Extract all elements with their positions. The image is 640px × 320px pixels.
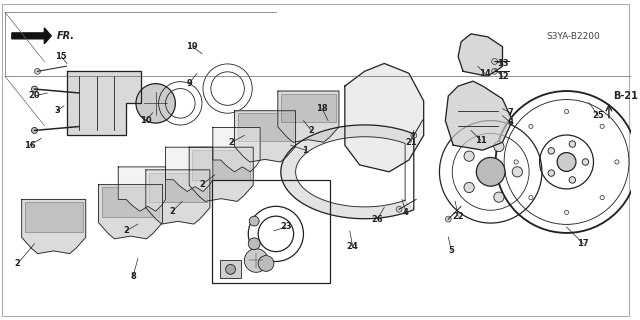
Polygon shape [234, 111, 296, 162]
Polygon shape [99, 185, 163, 239]
Bar [237, 113, 292, 141]
Circle shape [396, 206, 402, 212]
Polygon shape [445, 81, 513, 150]
Text: B-21: B-21 [613, 91, 637, 101]
Text: 19: 19 [186, 42, 198, 51]
Polygon shape [146, 170, 210, 224]
Circle shape [31, 127, 38, 133]
Circle shape [248, 238, 260, 250]
Polygon shape [118, 167, 166, 211]
Circle shape [512, 167, 522, 177]
Text: 9: 9 [186, 79, 192, 88]
Circle shape [514, 160, 518, 164]
Text: 13: 13 [497, 59, 508, 68]
Circle shape [548, 148, 554, 154]
Circle shape [494, 192, 504, 202]
Text: 10: 10 [140, 116, 152, 125]
Text: 20: 20 [29, 92, 40, 100]
Text: 2: 2 [308, 126, 314, 135]
Circle shape [564, 109, 569, 114]
Text: 12: 12 [497, 72, 508, 81]
Circle shape [548, 170, 554, 176]
Circle shape [464, 182, 474, 193]
Circle shape [600, 124, 604, 129]
Polygon shape [166, 147, 213, 192]
Polygon shape [22, 199, 86, 254]
Polygon shape [213, 127, 260, 172]
Text: 2: 2 [15, 259, 20, 268]
Text: 7: 7 [508, 108, 513, 117]
Bar [193, 150, 250, 180]
Text: 11: 11 [475, 136, 486, 145]
Circle shape [569, 177, 575, 183]
Text: 4: 4 [403, 208, 409, 217]
Circle shape [492, 68, 497, 74]
Circle shape [244, 249, 268, 272]
Text: 2: 2 [170, 207, 175, 216]
Text: 21: 21 [405, 138, 417, 147]
Circle shape [136, 84, 175, 123]
Polygon shape [345, 63, 424, 172]
Circle shape [258, 256, 274, 271]
Circle shape [476, 157, 505, 186]
Text: 2: 2 [123, 227, 129, 236]
Text: 18: 18 [316, 104, 328, 113]
Circle shape [582, 159, 589, 165]
Text: 15: 15 [55, 52, 67, 61]
Text: 8: 8 [130, 272, 136, 281]
Bar [149, 172, 207, 202]
Text: S3YA-B2200: S3YA-B2200 [547, 32, 600, 41]
Text: 1: 1 [303, 146, 308, 155]
Text: 2: 2 [199, 180, 205, 189]
Text: 3: 3 [54, 106, 60, 115]
Circle shape [464, 151, 474, 161]
Circle shape [600, 196, 604, 200]
Circle shape [492, 59, 497, 64]
Circle shape [31, 86, 38, 92]
Text: 14: 14 [479, 69, 491, 78]
Text: 23: 23 [280, 222, 292, 231]
Bar [102, 187, 159, 217]
Polygon shape [278, 91, 339, 142]
Text: 2: 2 [228, 138, 234, 147]
Text: 24: 24 [347, 242, 358, 251]
Circle shape [557, 153, 576, 172]
Circle shape [494, 141, 504, 152]
Circle shape [529, 124, 533, 129]
Text: 16: 16 [24, 141, 35, 150]
Polygon shape [458, 34, 502, 76]
Text: 6: 6 [508, 118, 513, 127]
Text: 26: 26 [371, 215, 383, 224]
Polygon shape [12, 28, 51, 44]
Circle shape [564, 210, 569, 214]
Text: FR.: FR. [57, 31, 75, 41]
Bar [212, 180, 330, 283]
Polygon shape [281, 125, 414, 219]
Text: 22: 22 [452, 212, 464, 221]
Polygon shape [67, 71, 141, 135]
Text: 17: 17 [577, 239, 589, 248]
Text: 25: 25 [592, 111, 604, 120]
Circle shape [569, 141, 575, 147]
Circle shape [445, 216, 451, 222]
Circle shape [615, 160, 619, 164]
Polygon shape [189, 147, 253, 201]
Text: 5: 5 [449, 246, 454, 255]
Circle shape [411, 132, 417, 138]
Circle shape [226, 264, 236, 274]
Circle shape [529, 196, 533, 200]
Circle shape [249, 216, 259, 226]
Bar [220, 260, 241, 278]
Circle shape [35, 68, 40, 74]
Bar [281, 93, 336, 122]
Bar [25, 202, 83, 232]
